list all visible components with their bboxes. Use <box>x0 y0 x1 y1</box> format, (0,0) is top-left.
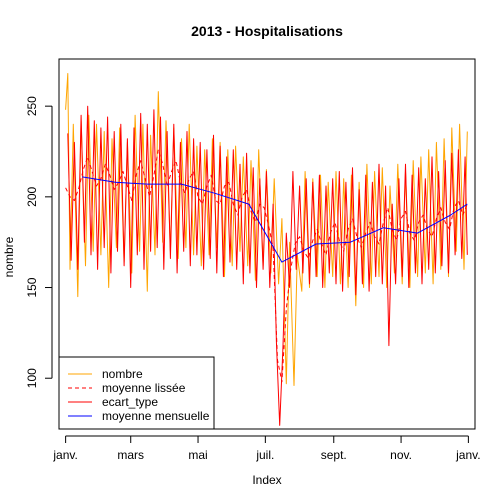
series-line-moyenne-lissee <box>65 149 468 383</box>
y-tick-label: 250 <box>25 96 39 116</box>
x-tick-label: janv. <box>455 448 480 462</box>
legend-box <box>58 356 215 430</box>
y-tick-label: 100 <box>25 368 39 388</box>
y-axis: 100 150 200 250 <box>25 96 53 388</box>
chart-title: 2013 - Hospitalisations <box>191 23 343 39</box>
x-tick-label: mars <box>117 448 144 462</box>
x-tick-label: janv. <box>52 448 77 462</box>
plot-frame <box>58 58 476 430</box>
legend-label-moyenne-mensuelle: moyenne mensuelle <box>102 409 210 423</box>
y-tick-label: 150 <box>25 277 39 297</box>
legend-label-nombre: nombre <box>102 367 143 381</box>
y-axis-label: nombre <box>2 236 16 277</box>
y-tick-label: 200 <box>25 187 39 207</box>
x-tick-label: juil. <box>255 448 274 462</box>
legend-label-moyenne-lissee: moyenne lissée <box>102 381 186 395</box>
x-tick-label: nov. <box>390 448 412 462</box>
series-line-ecart-type <box>67 105 468 426</box>
x-tick-label: mai <box>188 448 207 462</box>
x-tick-label: sept. <box>321 448 347 462</box>
x-axis: janv. mars mai juil. sept. nov. janv. <box>52 435 481 462</box>
x-axis-label: Index <box>252 473 281 487</box>
series-line-moyenne-mensuelle <box>82 176 468 263</box>
legend-label-ecart-type: ecart_type <box>102 395 158 409</box>
